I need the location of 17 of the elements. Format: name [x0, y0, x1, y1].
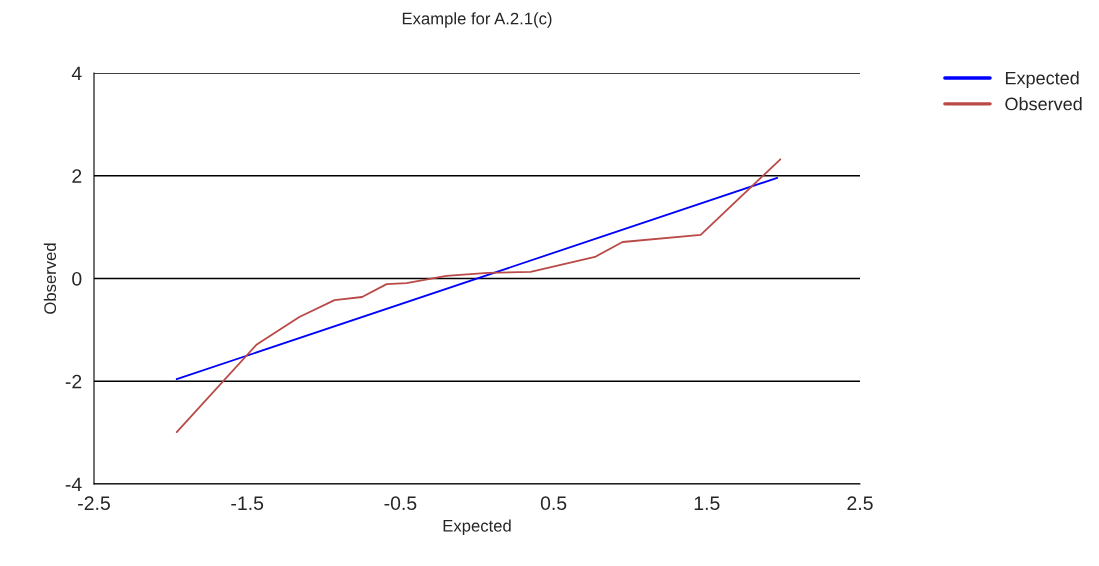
y-tick-label: 2 — [72, 169, 82, 183]
legend-label: Observed — [1005, 97, 1082, 111]
x-tick-label: -0.5 — [384, 496, 417, 511]
y-tick-label: 4 — [71, 66, 82, 81]
x-tick-label: -1.5 — [231, 496, 264, 511]
x-tick-label: 1.5 — [694, 496, 720, 511]
y-tick-label: -2 — [65, 374, 82, 389]
line-series — [175, 158, 782, 434]
y-tick-label: -4 — [65, 477, 82, 492]
x-tick-label: -2.5 — [78, 496, 110, 511]
legend-label: Expected — [1005, 71, 1079, 89]
x-axis-title: Expected — [443, 519, 511, 536]
chart-title: Example for A.2.1(c) — [402, 12, 552, 28]
y-axis-title: Observed — [43, 243, 57, 314]
x-tick-label: 0.5 — [540, 496, 567, 511]
y-tick-label: 0 — [72, 271, 82, 286]
x-tick-label: 2.5 — [847, 496, 873, 511]
